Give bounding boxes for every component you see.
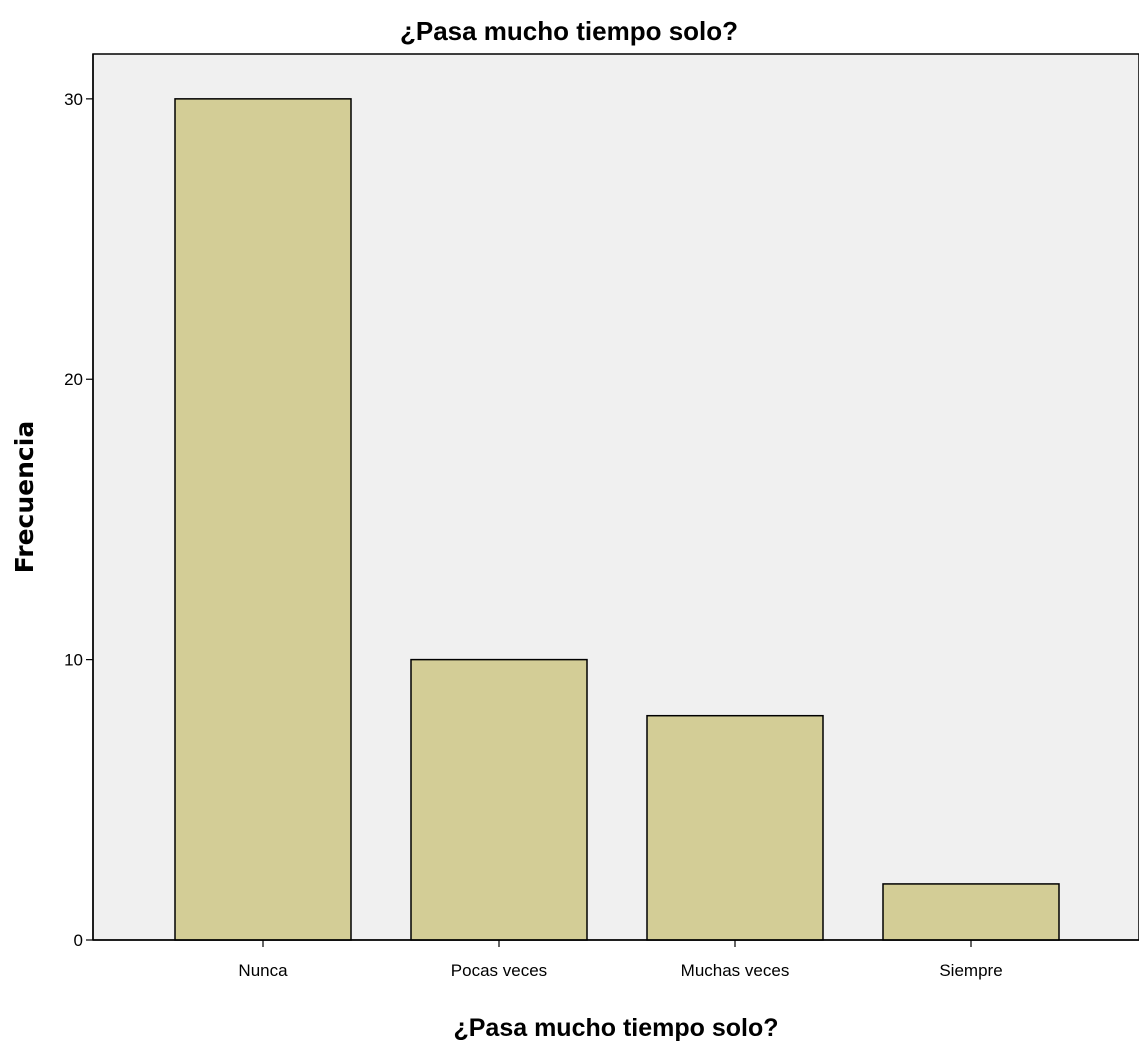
- y-axis-title: Frecuencia: [10, 421, 39, 573]
- x-tick-label: Muchas veces: [681, 961, 790, 980]
- bar-muchas-veces: [646, 714, 824, 941]
- y-tick-label: 20: [64, 370, 83, 389]
- y-tick-label: 0: [74, 931, 83, 950]
- bar-nunca: [174, 98, 352, 941]
- bar-siempre: [882, 883, 1060, 941]
- x-tick-label: Pocas veces: [451, 961, 547, 980]
- bars: [174, 98, 1060, 941]
- x-axis-title: ¿Pasa mucho tiempo solo?: [453, 1014, 778, 1041]
- y-axis-ticks: 0 10 20 30: [64, 90, 93, 950]
- y-tick-label: 30: [64, 90, 83, 109]
- chart-title: ¿Pasa mucho tiempo solo?: [400, 16, 738, 46]
- bar-pocas-veces: [410, 658, 588, 941]
- x-tick-label: Nunca: [238, 961, 288, 980]
- y-tick-label: 10: [64, 651, 83, 670]
- x-axis-ticks: Nunca Pocas veces Muchas veces Siempre: [238, 940, 1003, 980]
- x-tick-label: Siempre: [939, 961, 1002, 980]
